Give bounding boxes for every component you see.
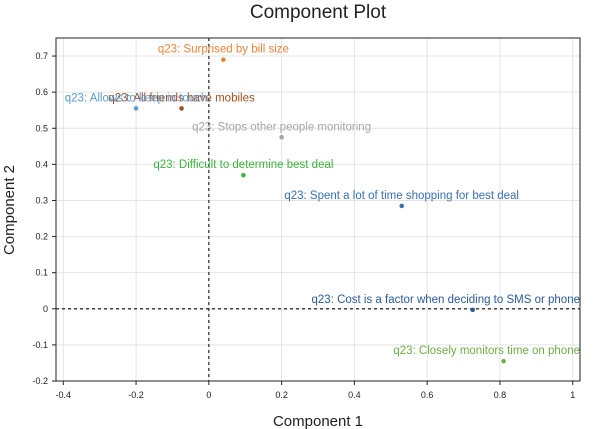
- x-tick-label: -0.4: [56, 390, 72, 400]
- scatter-point: [399, 203, 404, 209]
- scatter-point: [133, 106, 139, 111]
- scatter-point-group: q23: Spent a lot of time shopping for be…: [284, 190, 519, 209]
- x-tick-label: 0.8: [494, 390, 507, 400]
- reference-lines: [56, 38, 580, 381]
- y-tick-label: 0.1: [35, 268, 48, 278]
- x-tick-label: 0: [206, 390, 211, 400]
- x-tick-label: -0.2: [128, 390, 144, 400]
- point-label: q23: Surprised by bill size: [158, 44, 289, 56]
- point-label: q23: Spent a lot of time shopping for be…: [284, 190, 519, 202]
- x-tick-label: 1: [570, 390, 575, 400]
- x-axis-ticks: -0.4 -0.2 0 0.2 0.4 0.6 0.8 1: [56, 381, 575, 400]
- scatter-point-group: q23: Allows to keep in touch: [65, 92, 208, 111]
- scatter-point-group: q23: All friends have mobiles: [108, 92, 255, 111]
- y-tick-label: 0.2: [35, 232, 48, 242]
- scatter-point-group: q23: Cost is a factor when deciding to S…: [312, 294, 581, 313]
- scatter-point-group: q23: Difficult to determine best deal: [153, 159, 333, 178]
- plot-frame: [55, 37, 581, 382]
- scatter-point: [221, 57, 226, 62]
- x-tick-label: 0.4: [348, 390, 361, 400]
- y-tick-label: 0.4: [35, 159, 48, 169]
- scatter-point-group: q23: Closely monitors time on phone: [393, 345, 580, 364]
- y-tick-label: 0: [43, 304, 48, 314]
- point-label: q23: Closely monitors time on phone: [393, 345, 580, 357]
- x-axis-title: Component 1: [273, 413, 363, 429]
- y-tick-label: -0.2: [32, 376, 48, 386]
- y-tick-label: 0.6: [35, 87, 48, 97]
- y-axis-ticks: -0.2 -0.1 0 0.1 0.2 0.3 0.4 0.5 0.6 0.7: [32, 51, 56, 386]
- x-tick-label: 0.2: [275, 390, 288, 400]
- grid: [56, 38, 580, 382]
- point-label: q23: Difficult to determine best deal: [153, 159, 333, 171]
- data-points: q23: Surprised by bill size q23: All frie…: [65, 44, 580, 364]
- scatter-point-group: q23: Surprised by bill size: [158, 44, 289, 62]
- y-tick-label: -0.1: [32, 340, 48, 350]
- scatter-point: [279, 134, 284, 140]
- y-tick-label: 0.3: [35, 195, 48, 205]
- chart-title: Component Plot: [250, 2, 387, 23]
- scatter-point-group: q23: Stops other people monitoring: [192, 121, 371, 140]
- y-tick-label: 0.7: [35, 51, 48, 61]
- point-label: q23: Stops other people monitoring: [192, 121, 371, 133]
- scatter-point: [470, 307, 475, 313]
- scatter-point: [179, 106, 184, 111]
- point-label: q23: All friends have mobiles: [108, 92, 255, 104]
- scatter-point: [501, 358, 506, 364]
- y-axis-title: Component 2: [1, 165, 18, 255]
- y-tick-label: 0.5: [35, 123, 48, 133]
- scatter-point: [241, 172, 246, 178]
- x-tick-label: 0.6: [421, 390, 434, 400]
- point-label: q23: Cost is a factor when deciding to S…: [312, 294, 581, 306]
- point-label: q23: Allows to keep in touch: [65, 92, 208, 104]
